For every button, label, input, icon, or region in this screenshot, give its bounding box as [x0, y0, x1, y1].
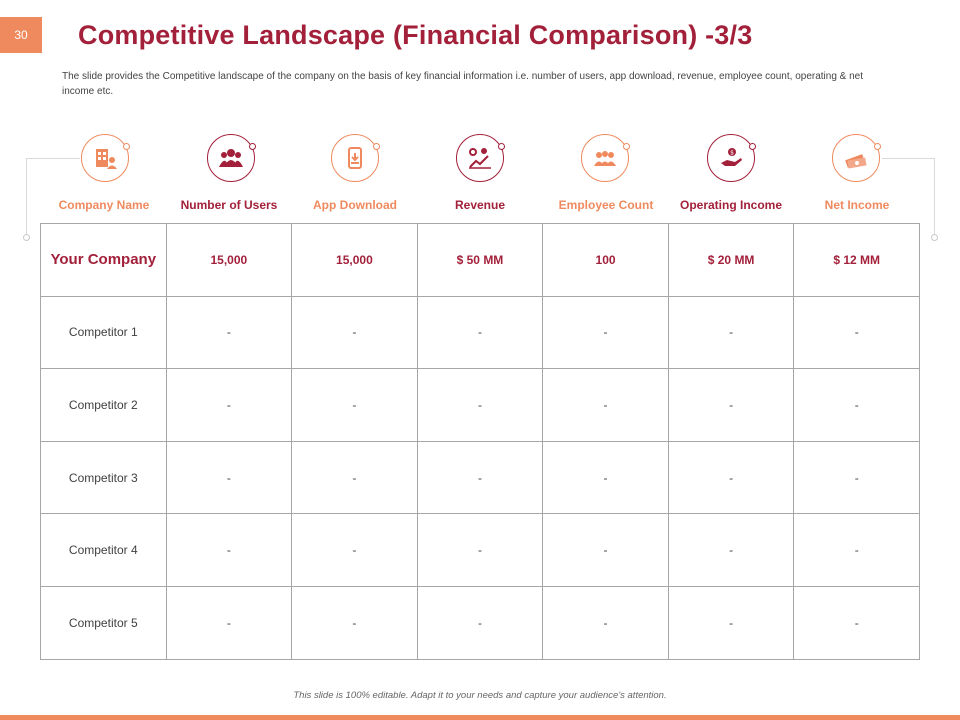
- table-cell: 100: [542, 223, 669, 297]
- column-label-company-name: Company Name: [58, 198, 150, 212]
- table-cell: -: [291, 513, 418, 587]
- table-cell: -: [667, 513, 795, 587]
- column-label-net-income: Net Income: [824, 198, 890, 212]
- connector-line-right: [882, 158, 934, 159]
- table-cell: -: [793, 295, 920, 370]
- slide-subtitle: The slide provides the Competitive lands…: [62, 71, 864, 97]
- table-row: Competitor 3 - - - - - -: [40, 440, 920, 515]
- bottom-accent-bar: [0, 715, 960, 720]
- table-cell: -: [542, 295, 669, 370]
- table-cell: -: [542, 585, 669, 660]
- column-label-revenue: Revenue: [454, 198, 506, 212]
- column-label-app-download: App Download: [313, 198, 397, 212]
- revenue-chart-icon: [456, 134, 504, 182]
- table-cell: -: [291, 295, 418, 370]
- table-cell: -: [416, 295, 544, 370]
- money-stack-icon: [832, 134, 880, 182]
- connector-line-left: [26, 158, 80, 159]
- income-hand-icon: $: [707, 134, 755, 182]
- table-cell: 15,000: [291, 223, 418, 297]
- column-label-number-of-users: Number of Users: [180, 198, 278, 212]
- table-cell: -: [793, 513, 920, 587]
- footer-note: This slide is 100% editable. Adapt it to…: [293, 690, 667, 701]
- table-row: Competitor 4 - - - - - -: [40, 513, 920, 587]
- row-company-name: Your Company: [40, 223, 167, 297]
- table-cell: -: [291, 440, 418, 515]
- row-company-name: Competitor 2: [40, 368, 167, 442]
- table-cell: -: [165, 513, 293, 587]
- slide-title: Competitive Landscape (Financial Compari…: [78, 20, 753, 50]
- table-cell: -: [291, 585, 418, 660]
- table-cell: -: [165, 368, 293, 442]
- row-company-name: Competitor 1: [40, 295, 167, 370]
- table-cell: -: [416, 440, 544, 515]
- table-row: Your Company 15,000 15,000 $ 50 MM 100 $…: [40, 223, 920, 297]
- table-cell: -: [291, 368, 418, 442]
- row-company-name: Competitor 5: [40, 585, 167, 660]
- table-cell: -: [667, 440, 795, 515]
- icon-dot: [749, 143, 756, 150]
- table-cell: -: [416, 368, 544, 442]
- users-group-icon: [207, 134, 255, 182]
- table-cell: -: [542, 368, 669, 442]
- row-company-name: Competitor 4: [40, 513, 167, 587]
- employees-icon: [581, 134, 629, 182]
- page-number-badge: 30: [0, 17, 42, 53]
- connector-vertical-left: [26, 158, 27, 236]
- icon-dot: [874, 143, 881, 150]
- table-row: Competitor 2 - - - - - -: [40, 368, 920, 442]
- column-label-employee-count: Employee Count: [558, 198, 654, 212]
- table-cell: -: [416, 513, 544, 587]
- table-cell: -: [667, 585, 795, 660]
- connector-vertical-right: [934, 158, 935, 236]
- table-cell: -: [793, 440, 920, 515]
- table-row: Competitor 5 - - - - - -: [40, 585, 920, 660]
- icon-dot: [249, 143, 256, 150]
- svg-text:$: $: [730, 150, 734, 157]
- connector-dot-left: [23, 234, 30, 241]
- column-label-operating-income: Operating Income: [679, 198, 783, 212]
- table-cell: $ 20 MM: [667, 223, 795, 297]
- table-cell: -: [667, 368, 795, 442]
- table-cell: -: [165, 295, 293, 370]
- table-cell: $ 50 MM: [416, 223, 544, 297]
- table-cell: -: [793, 585, 920, 660]
- table-cell: -: [165, 440, 293, 515]
- table-row: Competitor 1 - - - - - -: [40, 295, 920, 370]
- table-cell: -: [416, 585, 544, 660]
- row-company-name: Competitor 3: [40, 440, 167, 515]
- table-cell: -: [165, 585, 293, 660]
- icon-dot: [623, 143, 630, 150]
- table-cell: -: [542, 440, 669, 515]
- table-cell: $ 12 MM: [793, 223, 920, 297]
- comparison-table: Your Company 15,000 15,000 $ 50 MM 100 $…: [40, 223, 920, 660]
- table-cell: 15,000: [165, 223, 293, 297]
- app-download-icon: [331, 134, 379, 182]
- table-cell: -: [667, 295, 795, 370]
- table-cell: -: [542, 513, 669, 587]
- table-cell: -: [793, 368, 920, 442]
- icon-dot: [123, 143, 130, 150]
- icon-dot: [498, 143, 505, 150]
- hospital-building-icon: [81, 134, 129, 182]
- connector-dot-right: [931, 234, 938, 241]
- icon-dot: [373, 143, 380, 150]
